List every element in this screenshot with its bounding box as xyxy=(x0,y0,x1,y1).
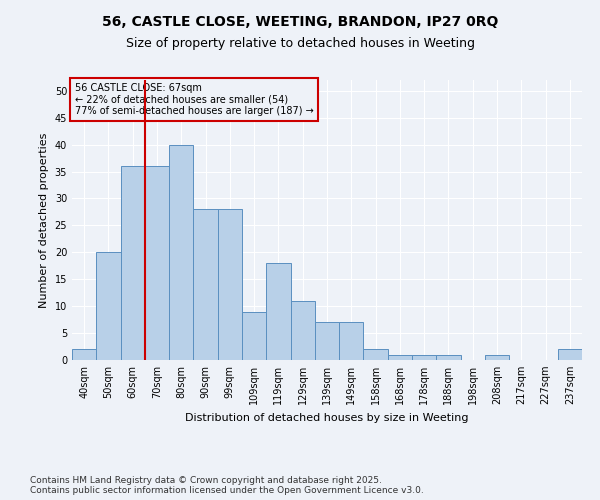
Text: Contains HM Land Registry data © Crown copyright and database right 2025.
Contai: Contains HM Land Registry data © Crown c… xyxy=(30,476,424,495)
Bar xyxy=(145,166,169,360)
Bar xyxy=(412,354,436,360)
Bar xyxy=(339,322,364,360)
Bar xyxy=(364,349,388,360)
Bar xyxy=(193,209,218,360)
Text: 56, CASTLE CLOSE, WEETING, BRANDON, IP27 0RQ: 56, CASTLE CLOSE, WEETING, BRANDON, IP27… xyxy=(102,15,498,29)
Bar xyxy=(218,209,242,360)
Y-axis label: Number of detached properties: Number of detached properties xyxy=(39,132,49,308)
Bar xyxy=(169,144,193,360)
Bar xyxy=(485,354,509,360)
Bar xyxy=(242,312,266,360)
Bar xyxy=(266,263,290,360)
Bar xyxy=(72,349,96,360)
Bar xyxy=(96,252,121,360)
Text: Size of property relative to detached houses in Weeting: Size of property relative to detached ho… xyxy=(125,38,475,51)
Text: 56 CASTLE CLOSE: 67sqm
← 22% of detached houses are smaller (54)
77% of semi-det: 56 CASTLE CLOSE: 67sqm ← 22% of detached… xyxy=(74,83,313,116)
Bar xyxy=(388,354,412,360)
Bar xyxy=(290,301,315,360)
Bar xyxy=(558,349,582,360)
Bar xyxy=(121,166,145,360)
X-axis label: Distribution of detached houses by size in Weeting: Distribution of detached houses by size … xyxy=(185,412,469,422)
Bar xyxy=(436,354,461,360)
Bar xyxy=(315,322,339,360)
